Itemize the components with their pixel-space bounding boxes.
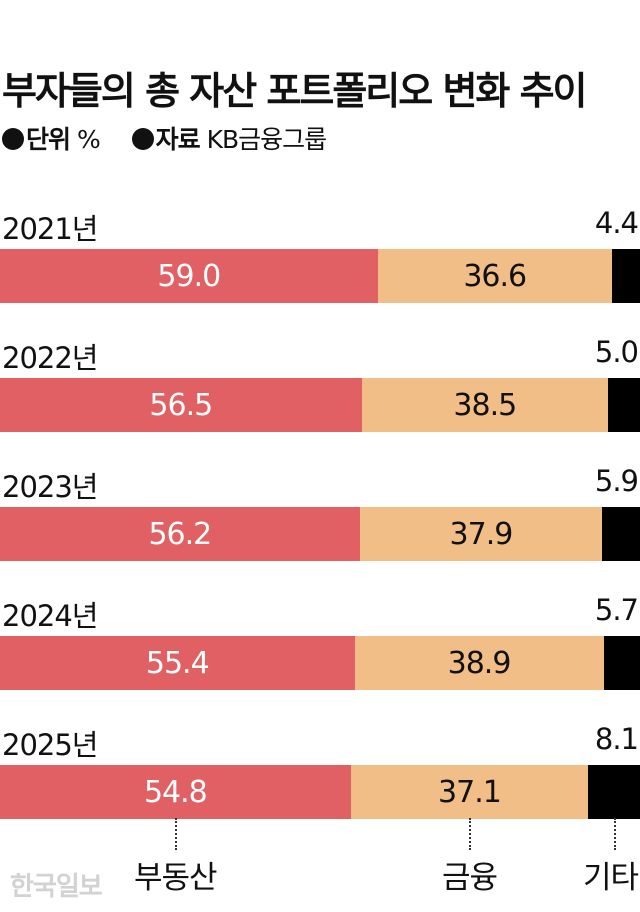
unit-label: 단위: [26, 125, 71, 154]
segment-value-label: 38.9: [447, 645, 512, 681]
publisher-logo: 한국일보: [10, 872, 103, 902]
finance-segment: 36.6: [377, 249, 612, 303]
unit-value: %: [76, 125, 101, 154]
finance-segment: 37.9: [359, 507, 603, 561]
real-estate-segment: 56.5: [0, 378, 362, 432]
legend-category-label: 금융: [442, 860, 498, 896]
other-value-label: 4.4: [594, 206, 639, 240]
legend-category-label: 부동산: [134, 860, 218, 896]
chart-meta: 단위 % 자료 KB금융그룹: [2, 120, 328, 156]
real-estate-segment: 55.4: [0, 636, 355, 690]
segment-value-label: 56.2: [148, 516, 212, 552]
segment-value-label: 55.4: [145, 645, 210, 681]
segment-value-label: 56.5: [149, 387, 213, 423]
bar-row: 54.8 37.1: [0, 765, 640, 819]
legend-leader-line: [469, 818, 471, 850]
real-estate-segment: 59.0: [0, 249, 378, 303]
real-estate-segment: 56.2: [0, 507, 360, 561]
bar-row: 55.4 38.9: [0, 636, 640, 690]
segment-value-label: 38.5: [453, 387, 517, 423]
source-label: 자료: [155, 125, 201, 154]
year-label: 2024년: [2, 599, 98, 633]
source-value: KB금융그룹: [206, 125, 328, 154]
other-segment: [607, 378, 640, 432]
segment-value-label: 36.6: [463, 258, 527, 294]
real-estate-segment: 54.8: [0, 765, 351, 819]
bar-row: 56.5 38.5: [0, 378, 640, 432]
other-segment: [602, 507, 640, 561]
year-label: 2021년: [2, 212, 98, 246]
legend-leader-line: [614, 818, 616, 850]
year-label: 2025년: [2, 728, 98, 762]
other-segment: [588, 765, 640, 819]
bar-row: 59.0 36.6: [0, 249, 640, 303]
legend-leader-line: [175, 818, 177, 850]
other-segment: [603, 636, 640, 690]
other-segment: [611, 249, 640, 303]
segment-value-label: 37.1: [438, 774, 502, 810]
finance-segment: 37.1: [350, 765, 589, 819]
other-value-label: 5.7: [594, 593, 639, 627]
other-value-label: 5.0: [594, 335, 639, 369]
year-label: 2022년: [2, 341, 98, 375]
bullet-icon: [131, 128, 154, 150]
finance-segment: 38.9: [354, 636, 604, 690]
chart-title: 부자들의 총 자산 포트폴리오 변화 추이: [2, 69, 588, 113]
segment-value-label: 37.9: [449, 516, 514, 552]
year-label: 2023년: [2, 470, 98, 504]
segment-value-label: 59.0: [157, 258, 221, 294]
legend-category-label: 기타: [583, 860, 639, 896]
segment-value-label: 54.8: [143, 774, 208, 810]
other-value-label: 8.1: [594, 722, 639, 756]
bar-row: 56.2 37.9: [0, 507, 640, 561]
finance-segment: 38.5: [361, 378, 608, 432]
other-value-label: 5.9: [594, 464, 639, 498]
bullet-icon: [2, 128, 24, 150]
